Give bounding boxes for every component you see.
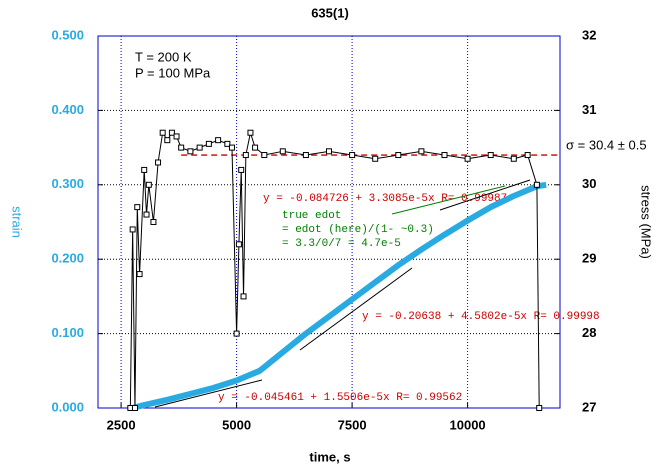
note-pointer [391, 185, 506, 215]
stress-marker [131, 405, 138, 411]
stress-marker [302, 152, 309, 159]
stress-marker [215, 137, 222, 144]
y-tick-label: 0.500 [51, 27, 84, 42]
stress-marker [261, 152, 268, 159]
stress-marker [224, 140, 231, 147]
y2-tick-label: 28 [582, 325, 596, 340]
stress-marker [524, 152, 531, 159]
fit-label: y = -0.20638 + 4.5802e-5x R= 0.99998 [362, 311, 600, 323]
stress-marker [178, 144, 185, 151]
stress-marker [326, 148, 332, 155]
stress-marker [487, 152, 494, 159]
stress-marker [141, 166, 148, 173]
y2-tick-label: 31 [582, 102, 596, 117]
x-tick-label: 5000 [222, 417, 251, 432]
note: true edot [282, 210, 341, 222]
stress-marker [464, 155, 471, 162]
stress-marker [143, 211, 150, 218]
strain-line [131, 181, 547, 411]
stress-marker [164, 137, 171, 144]
stress-marker [242, 152, 249, 159]
stress-marker [196, 144, 203, 151]
stress-marker [173, 133, 180, 140]
x-tick-label: 10000 [450, 417, 486, 432]
stress-marker [145, 181, 152, 188]
y2-axis-label: stress (MPa) [639, 185, 654, 259]
stress-marker [134, 204, 141, 211]
fit-label: y = -0.084726 + 3.3085e-5x R= 0.99987 [263, 193, 507, 205]
stress-marker [235, 241, 242, 248]
stress-line [129, 132, 540, 409]
y-tick-label: 0.300 [51, 176, 84, 191]
chart-title: 635(1) [311, 5, 349, 20]
stress-marker [395, 152, 402, 159]
fit-line [299, 267, 413, 351]
y-tick-label: 0.100 [51, 325, 84, 340]
stress-marker [252, 144, 259, 151]
y2-tick-label: 27 [582, 399, 596, 414]
stress-marker [159, 129, 166, 136]
stress-marker [168, 129, 175, 136]
stress-marker [533, 181, 540, 188]
plot-frame [97, 35, 561, 409]
note: = edot (here)/(1- ~0.3) [282, 224, 434, 236]
stress-marker [205, 140, 212, 147]
fit-label: y = -0.045461 + 1.5506e-5x R= 0.99562 [218, 392, 462, 404]
y-axis-label: strain [10, 206, 25, 238]
stress-marker [349, 152, 356, 159]
mean-label: σ = 30.4 ± 0.5 [566, 137, 647, 152]
stress-marker [418, 148, 425, 155]
y2-tick-label: 29 [582, 251, 596, 266]
stress-marker [228, 144, 235, 151]
y-tick-label: 0.000 [51, 399, 84, 414]
stress-marker [279, 148, 286, 155]
stress-marker [187, 148, 194, 155]
stress-marker [233, 330, 240, 337]
annotation: P = 100 MPa [135, 65, 211, 80]
note: = 3.3/0/7 = 4.7e-5 [282, 238, 401, 250]
stress-marker [136, 271, 143, 278]
stress-marker [238, 166, 245, 173]
stress-marker [536, 405, 543, 411]
stress-marker [510, 155, 517, 162]
stress-marker [441, 152, 448, 159]
stress-marker [240, 293, 247, 300]
stress-marker [247, 129, 254, 136]
y-tick-label: 0.400 [51, 102, 84, 117]
annotation: T = 200 K [135, 49, 192, 64]
x-axis-label: time, s [309, 449, 350, 464]
stress-marker [129, 226, 136, 233]
x-tick-label: 7500 [338, 417, 367, 432]
y2-tick-label: 32 [582, 27, 596, 42]
stress-marker [150, 219, 157, 225]
stress-marker [155, 159, 162, 166]
stress-marker [372, 155, 379, 162]
y2-tick-label: 30 [582, 176, 596, 191]
x-tick-label: 2500 [107, 417, 136, 432]
fit-line [154, 379, 263, 408]
y-tick-label: 0.200 [51, 251, 84, 266]
